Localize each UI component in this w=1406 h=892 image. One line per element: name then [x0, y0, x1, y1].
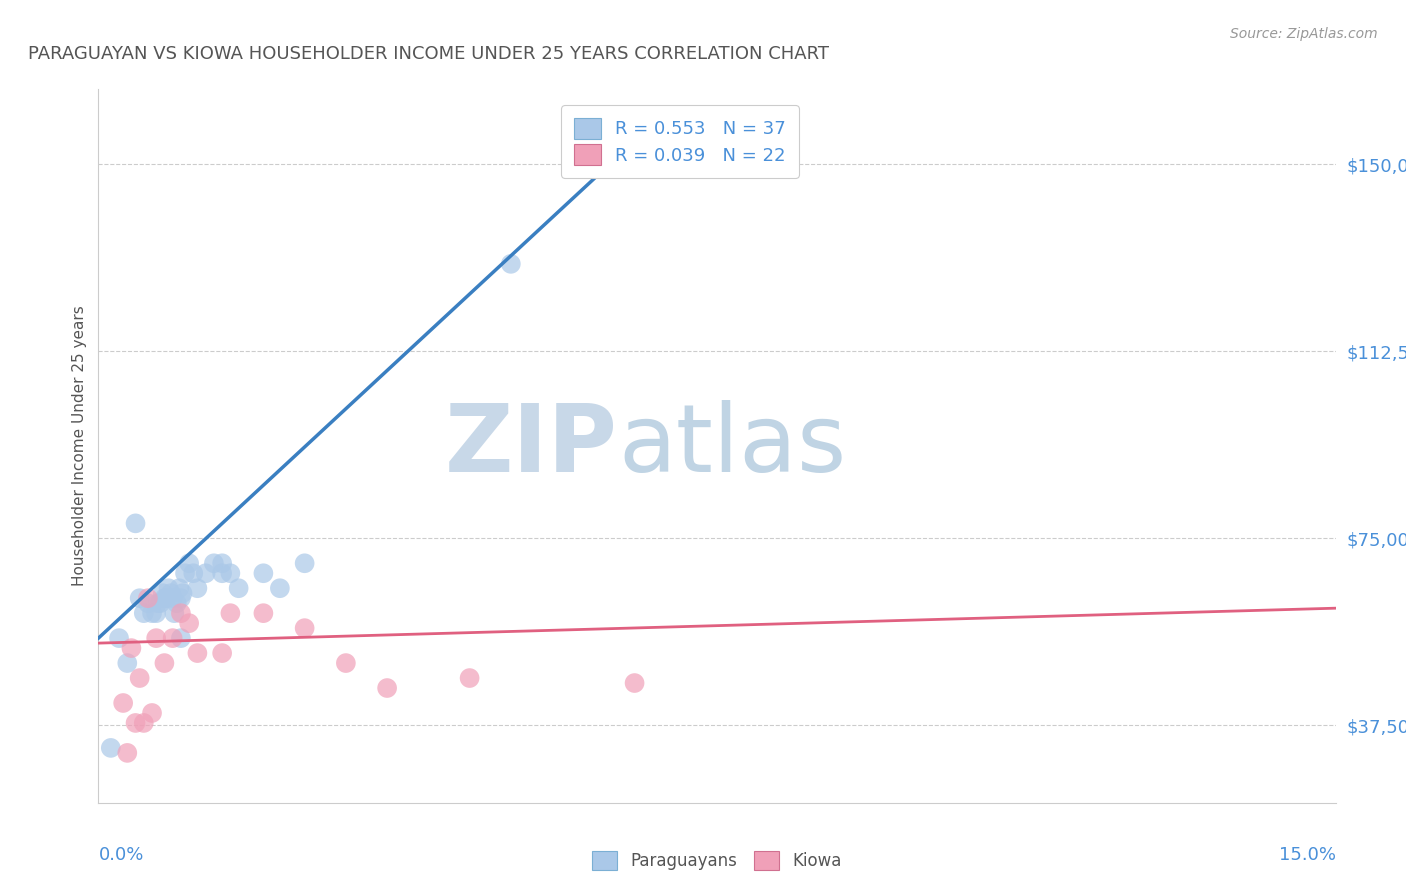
Text: PARAGUAYAN VS KIOWA HOUSEHOLDER INCOME UNDER 25 YEARS CORRELATION CHART: PARAGUAYAN VS KIOWA HOUSEHOLDER INCOME U…	[28, 45, 830, 62]
Point	[100, 740, 122, 755]
Point	[145, 606, 167, 620]
Point	[117, 656, 139, 670]
Point	[269, 581, 291, 595]
Point	[458, 671, 481, 685]
Point	[153, 591, 176, 606]
Point	[499, 257, 522, 271]
Point	[623, 676, 645, 690]
Point	[219, 606, 242, 620]
Point	[252, 606, 274, 620]
Point	[124, 516, 146, 531]
Point	[153, 656, 176, 670]
Point	[149, 596, 172, 610]
Y-axis label: Householder Income Under 25 years: Householder Income Under 25 years	[72, 306, 87, 586]
Point	[141, 706, 163, 720]
Point	[160, 586, 183, 600]
Point	[108, 631, 131, 645]
Point	[162, 631, 184, 645]
Point	[202, 556, 225, 570]
Legend: Paraguayans, Kiowa: Paraguayans, Kiowa	[582, 841, 852, 880]
Point	[194, 566, 217, 581]
Point	[170, 606, 193, 620]
Point	[211, 566, 233, 581]
Point	[211, 646, 233, 660]
Point	[252, 566, 274, 581]
Point	[186, 646, 208, 660]
Point	[155, 591, 177, 606]
Point	[157, 581, 180, 595]
Point	[167, 581, 190, 595]
Point	[145, 631, 167, 645]
Point	[186, 581, 208, 595]
Point	[181, 566, 204, 581]
Point	[170, 631, 193, 645]
Text: atlas: atlas	[619, 400, 846, 492]
Point	[179, 616, 201, 631]
Point	[112, 696, 135, 710]
Point	[124, 715, 146, 730]
Point	[294, 556, 316, 570]
Point	[294, 621, 316, 635]
Text: ZIP: ZIP	[446, 400, 619, 492]
Point	[152, 586, 174, 600]
Point	[128, 671, 150, 685]
Point	[128, 591, 150, 606]
Point	[120, 641, 142, 656]
Point	[179, 556, 201, 570]
Point	[162, 591, 184, 606]
Point	[136, 591, 159, 606]
Point	[174, 566, 197, 581]
Point	[228, 581, 250, 595]
Point	[375, 681, 398, 695]
Point	[219, 566, 242, 581]
Text: 15.0%: 15.0%	[1278, 846, 1336, 863]
Point	[132, 606, 155, 620]
Point	[163, 606, 186, 620]
Point	[132, 715, 155, 730]
Point	[117, 746, 139, 760]
Point	[141, 606, 163, 620]
Point	[166, 596, 188, 610]
Text: 0.0%: 0.0%	[98, 846, 143, 863]
Point	[211, 556, 233, 570]
Point	[170, 591, 193, 606]
Text: Source: ZipAtlas.com: Source: ZipAtlas.com	[1230, 27, 1378, 41]
Point	[172, 586, 194, 600]
Point	[136, 596, 159, 610]
Point	[335, 656, 357, 670]
Point	[146, 596, 169, 610]
